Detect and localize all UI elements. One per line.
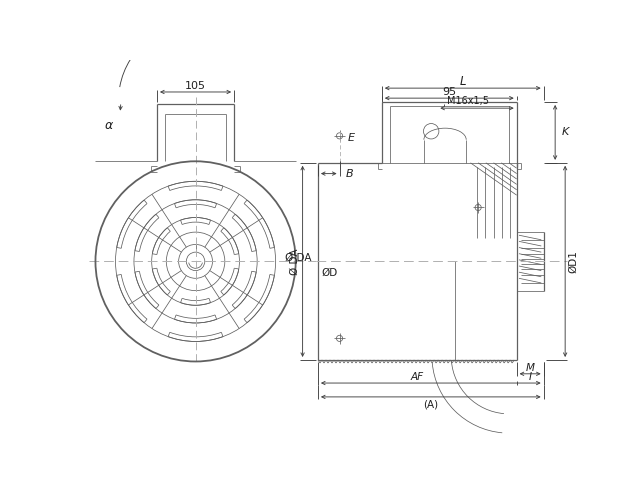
Text: M: M (525, 363, 534, 373)
Text: K: K (561, 127, 568, 137)
Text: B: B (346, 168, 353, 178)
Text: Ø DA: Ø DA (285, 252, 311, 262)
Text: (A): (A) (423, 400, 438, 410)
Text: 95: 95 (442, 87, 456, 97)
Text: AF: AF (411, 372, 424, 382)
Text: α: α (104, 119, 113, 132)
Text: Ø DA: Ø DA (289, 248, 300, 275)
Text: E: E (348, 133, 355, 143)
Text: ØD1: ØD1 (568, 250, 579, 273)
Text: L: L (460, 76, 466, 88)
Text: ØD: ØD (321, 267, 337, 277)
Text: 105: 105 (185, 81, 206, 91)
Text: M16x1,5: M16x1,5 (447, 96, 488, 106)
Text: I: I (529, 372, 532, 382)
